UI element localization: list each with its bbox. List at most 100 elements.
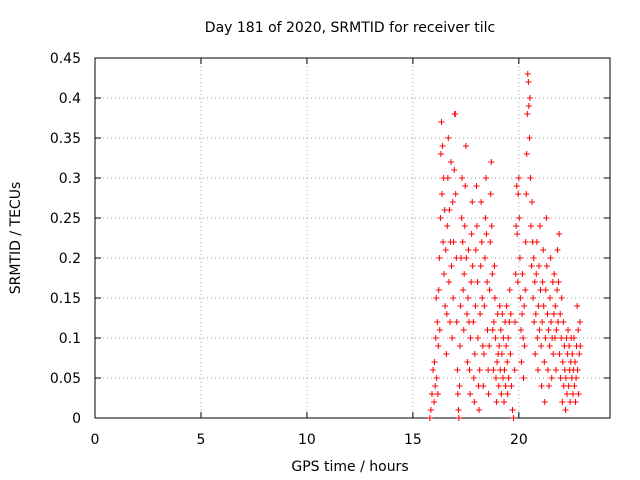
data-point — [436, 327, 443, 333]
data-point — [485, 391, 492, 397]
data-point — [465, 295, 472, 301]
data-point — [532, 351, 539, 357]
y-tick-label: 0.35 — [50, 131, 81, 147]
data-point — [556, 231, 563, 237]
data-point — [471, 351, 478, 357]
data-point — [508, 383, 515, 389]
data-point — [480, 351, 487, 357]
data-point — [453, 319, 460, 325]
data-point — [525, 79, 532, 85]
data-point — [540, 247, 547, 253]
data-point — [467, 391, 474, 397]
data-points — [426, 71, 584, 421]
data-point — [479, 295, 486, 301]
data-point — [509, 407, 516, 413]
data-point — [519, 271, 526, 277]
data-point — [557, 375, 564, 381]
data-point — [501, 399, 508, 405]
chart-title: Day 181 of 2020, SRMTID for receiver til… — [205, 20, 495, 36]
data-point — [518, 359, 525, 365]
data-point — [551, 335, 558, 341]
data-point — [552, 303, 559, 309]
data-point — [474, 335, 481, 341]
data-point — [528, 263, 535, 269]
data-point — [427, 407, 434, 413]
data-point — [544, 367, 551, 373]
data-point — [575, 391, 582, 397]
data-point — [560, 319, 567, 325]
data-point — [555, 319, 562, 325]
x-tick-label: 20 — [510, 432, 528, 448]
data-point — [478, 199, 485, 205]
data-point — [538, 343, 545, 349]
data-point — [493, 399, 500, 405]
data-point — [531, 319, 538, 325]
data-point — [565, 383, 572, 389]
y-tick-label: 0.1 — [59, 331, 81, 347]
data-point — [438, 119, 445, 125]
data-point — [483, 231, 490, 237]
axis-ticks: 0 0.05 0.1 0.15 0.2 0.25 0.3 0.35 0.4 0.45 0 5 10 15 2… — [50, 51, 610, 448]
data-point — [524, 111, 531, 117]
data-point — [443, 311, 450, 317]
data-point — [460, 287, 467, 293]
data-point — [449, 335, 456, 341]
data-point — [469, 263, 476, 269]
plot-frame — [94, 57, 611, 419]
data-point — [435, 343, 442, 349]
data-point — [498, 351, 505, 357]
data-point — [527, 175, 534, 181]
data-point — [433, 375, 440, 381]
data-point — [522, 239, 529, 245]
data-point — [462, 143, 469, 149]
data-point — [516, 255, 523, 261]
data-point — [574, 303, 581, 309]
data-point — [441, 271, 448, 277]
data-point — [526, 135, 533, 141]
data-point — [442, 247, 449, 253]
data-point — [476, 407, 483, 413]
data-point — [496, 343, 503, 349]
data-point — [499, 375, 506, 381]
x-tick-label: 5 — [197, 432, 206, 448]
data-point — [497, 327, 504, 333]
data-point — [439, 143, 446, 149]
data-point — [576, 319, 583, 325]
data-point — [461, 271, 468, 277]
data-point — [470, 375, 477, 381]
data-point — [512, 319, 519, 325]
data-point — [442, 303, 449, 309]
data-point — [486, 343, 493, 349]
data-point — [495, 383, 502, 389]
data-point — [575, 327, 582, 333]
data-point — [543, 215, 550, 221]
data-point — [465, 247, 472, 253]
data-point — [530, 255, 537, 261]
y-tick-label: 0.45 — [50, 51, 81, 67]
data-point — [456, 343, 463, 349]
data-point — [520, 375, 527, 381]
data-point — [505, 335, 512, 341]
data-point — [449, 199, 456, 205]
data-point — [437, 215, 444, 221]
data-point — [540, 303, 547, 309]
data-point — [466, 367, 473, 373]
data-point — [536, 263, 543, 269]
data-point — [510, 415, 517, 421]
data-point — [503, 303, 510, 309]
data-point — [463, 255, 470, 261]
data-point — [541, 359, 548, 365]
data-point — [562, 407, 569, 413]
data-point — [530, 295, 537, 301]
data-point — [514, 231, 521, 237]
data-point — [517, 327, 524, 333]
data-point — [462, 183, 469, 189]
y-tick-label: 0.2 — [59, 251, 81, 267]
data-point — [573, 375, 580, 381]
data-point — [529, 199, 536, 205]
data-point — [550, 311, 557, 317]
data-point — [554, 247, 561, 253]
data-point — [504, 391, 511, 397]
data-point — [517, 295, 524, 301]
data-point — [521, 303, 528, 309]
